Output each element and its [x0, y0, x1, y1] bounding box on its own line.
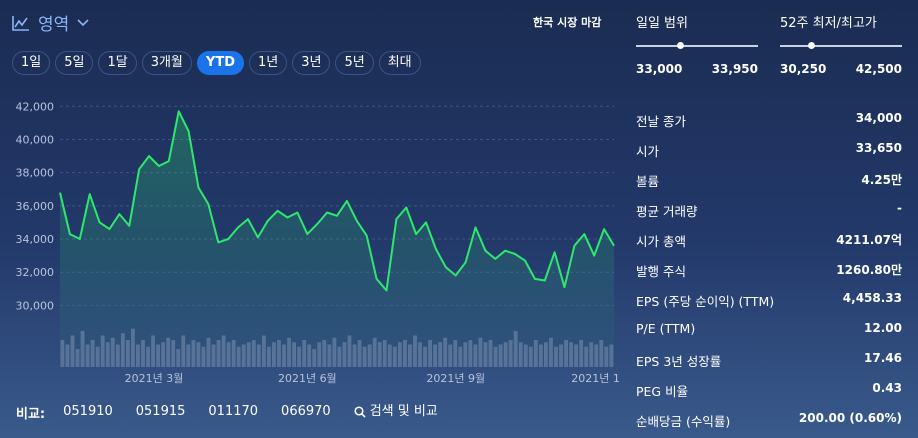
range-button[interactable]: 최대 [378, 51, 421, 75]
stat-value: 0.43 [872, 381, 902, 395]
y-tick-label: 38,000 [16, 167, 55, 180]
x-tick-label: 2021년 3월 [125, 372, 184, 385]
range-button[interactable]: YTD [196, 51, 244, 75]
range-button[interactable]: 5일 [55, 51, 94, 75]
search-icon [354, 406, 366, 418]
chart-type-label: 영역 [38, 15, 70, 35]
stat-value: 4,458.33 [842, 291, 902, 305]
y-tick-label: 30,000 [16, 299, 55, 312]
search-compare-label: 검색 및 비교 [369, 404, 438, 419]
week52-range-track [780, 42, 902, 49]
day-range-title: 일일 범위 [636, 16, 688, 31]
compare-label: 비교: [16, 406, 46, 422]
stat-value: 17.46 [864, 351, 902, 365]
stat-value: 34,000 [855, 111, 902, 125]
week52-range-marker [807, 42, 815, 49]
y-tick-label: 40,000 [16, 133, 55, 146]
price-area [60, 111, 614, 367]
week52-range-title: 52주 최저/최고가 [780, 16, 877, 31]
stat-row: 전날 종가 34,000 [636, 111, 902, 130]
stat-row: EPS 3년 성장률 17.46 [636, 351, 902, 370]
stat-label: 순배당금 (수익률) [636, 414, 731, 429]
compare-ticker-chip[interactable]: 051910 [54, 400, 122, 424]
y-tick-label: 36,000 [16, 200, 55, 213]
stat-label: 볼륨 [636, 174, 660, 189]
y-tick-label: 34,000 [16, 233, 55, 246]
stat-label: 시가 [636, 144, 660, 159]
range-selector: 1일 5일 1달 3개월 YTD 1년 3년 5년 최대 [12, 51, 421, 75]
day-range-low: 33,000 [636, 62, 683, 76]
stat-value: 4211.07억 [836, 233, 902, 247]
stat-row: EPS (주당 순이익) (TTM) 4,458.33 [636, 291, 902, 310]
market-status: 한국 시장 마감 [533, 16, 602, 29]
stat-row: 시가 33,650 [636, 141, 902, 160]
stat-label: P/E (TTM) [636, 321, 696, 336]
y-tick-label: 32,000 [16, 266, 55, 279]
day-range-marker [676, 42, 684, 49]
week52-range-low: 30,250 [780, 62, 827, 76]
compare-bar: 비교: 051910 051915 011170 066970 검색 및 비교 [16, 400, 447, 424]
week52-range-high: 42,500 [855, 62, 902, 76]
stat-label: 평균 거래량 [636, 204, 698, 219]
day-range-high: 33,950 [711, 62, 758, 76]
stat-label: 시가 총액 [636, 234, 686, 249]
range-button[interactable]: 5년 [335, 51, 374, 75]
x-tick-label: 2021년 9월 [426, 372, 485, 385]
stat-row: 볼륨 4.25만 [636, 171, 902, 190]
stat-row: P/E (TTM) 12.00 [636, 321, 902, 336]
day-range: 일일 범위 33,000 33,950 [636, 12, 758, 76]
range-button[interactable]: 3년 [292, 51, 331, 75]
stat-row: 시가 총액 4211.07억 [636, 231, 902, 250]
stat-label: 전날 종가 [636, 114, 686, 129]
stat-row: PEG 비율 0.43 [636, 381, 902, 400]
chevron-down-icon [77, 18, 89, 26]
stat-row: 순배당금 (수익률) 200.00 (0.60%) [636, 411, 902, 430]
week52-range: 52주 최저/최고가 30,250 42,500 [780, 12, 902, 76]
compare-ticker-chip[interactable]: 051915 [126, 400, 195, 424]
stat-label: EPS 3년 성장률 [636, 354, 722, 369]
stat-value: 33,650 [855, 141, 902, 155]
search-compare-button[interactable]: 검색 및 비교 [344, 400, 447, 424]
compare-ticker-chip[interactable]: 066970 [272, 400, 340, 424]
stat-value: - [897, 201, 902, 215]
stat-value: 12.00 [864, 321, 902, 335]
stat-row: 발행 주식 1260.80만 [636, 261, 902, 280]
chart-type-selector[interactable]: 영역 [12, 10, 89, 35]
stat-value: 4.25만 [861, 173, 902, 187]
range-button[interactable]: 1일 [12, 51, 51, 75]
range-button[interactable]: 1달 [98, 51, 137, 75]
stat-value: 1260.80만 [836, 263, 902, 277]
day-range-track [636, 42, 758, 49]
y-tick-label: 42,000 [16, 100, 55, 113]
range-button[interactable]: 1년 [248, 51, 288, 75]
x-tick-label: 2021년 12월 [571, 372, 620, 385]
stat-label: PEG 비율 [636, 384, 689, 399]
range-button[interactable]: 3개월 [141, 51, 192, 75]
price-chart: 42,000 40,000 38,000 36,000 34,000 32,000 30,0… [16, 100, 621, 385]
x-tick-label: 2021년 6월 [278, 372, 337, 385]
stat-label: EPS (주당 순이익) (TTM) [636, 294, 775, 309]
area-chart-icon [12, 15, 29, 31]
price-line [59, 110, 615, 292]
stat-label: 발행 주식 [636, 264, 686, 279]
compare-ticker-chip[interactable]: 011170 [199, 400, 268, 424]
stat-row: 평균 거래량 - [636, 201, 902, 220]
stat-value: 200.00 (0.60%) [798, 411, 902, 425]
